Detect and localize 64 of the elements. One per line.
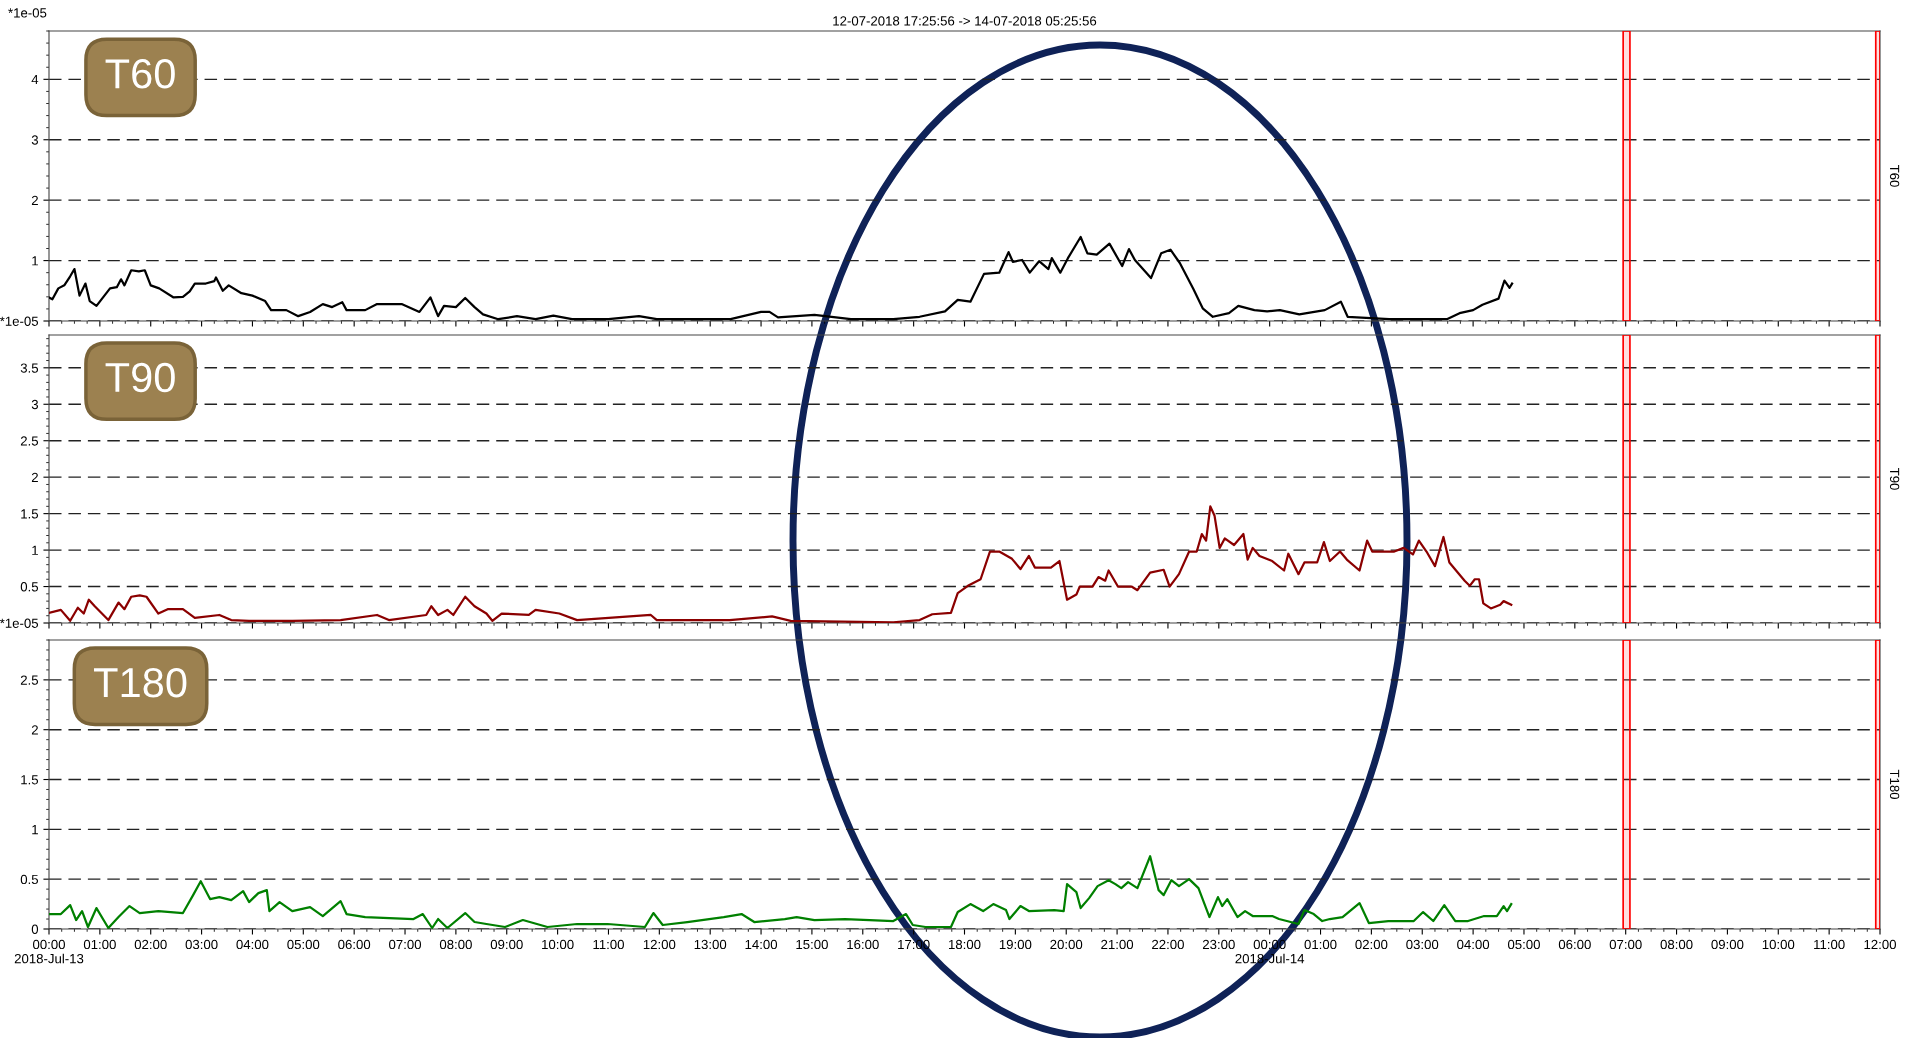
x-tick-label: 03:00 [1406,939,1439,950]
x-tick-label: 08:00 [1660,939,1693,950]
x-tick-label: 09:00 [490,939,523,950]
x-tick-label: 02:00 [1355,939,1388,950]
line-series [49,235,1514,321]
y-tick-label: 2 [31,472,38,482]
x-tick-label: 08:00 [439,939,472,950]
x-tick-label: 19:00 [999,939,1032,950]
x-tick-label: 04:00 [236,939,269,950]
y-tick-label: 2 [31,195,38,205]
y2-axis-title: T180 [1889,769,1900,800]
y-tick-label: 3 [31,135,38,145]
y-tick-label: *1e-05 [0,618,39,628]
x-tick-label: 10:00 [1762,939,1795,950]
y-tick-label: 0.5 [20,582,39,592]
x-tick-label: 21:00 [1101,939,1134,950]
y-tick-label: 1 [32,256,38,266]
annotation: T60 [105,59,175,89]
x-tick-label: 09:00 [1711,939,1744,950]
x-tick-label: 07:00 [1609,939,1642,950]
x-tick-label: 11:00 [1814,939,1845,950]
x-tick-label: 23:00 [1202,939,1235,950]
y-tick-label: *1e-05 [0,316,39,326]
x-tick-label: 14:00 [745,939,778,950]
x-tick-label: 18:00 [949,939,981,950]
y2-axis-title: T90 [1889,467,1900,490]
x-tick-label: 06:00 [1558,939,1591,950]
y2-axis-title: T60 [1889,164,1900,187]
y-tick-label: 2.5 [20,436,39,446]
annotation: T90 [105,362,175,393]
x-tick-label: 12:00 [643,939,676,950]
y-tick-label: 1 [32,545,38,555]
y-tick-label: 1 [32,825,38,835]
line-series [49,505,1513,623]
x-tick-label: 06:00 [338,939,371,950]
y-tick-label: 3 [31,399,38,410]
x-tick-label: 05:00 [1507,939,1540,950]
x-tick-label: 11:00 [593,939,624,950]
y-tick-label: 1.5 [21,775,39,785]
x-tick-label: 15:00 [796,939,828,950]
line-series [49,855,1513,929]
y-tick-label: 2 [31,725,38,735]
y-tick-label: 0.5 [20,874,39,885]
x-tick-label: 22:00 [1152,939,1184,950]
x-tick-label: 01:00 [1304,939,1337,950]
x-tick-label: 00:00 2018-Jul-13 [14,939,84,964]
x-tick-label: 05:00 [287,939,320,950]
x-tick-label: 07:00 [389,939,422,950]
x-tick-label: 10:00 [542,939,574,950]
y-tick-label: 1.5 [21,509,39,519]
x-tick-label: 16:00 [847,939,879,950]
x-tick-label: 02:00 [134,939,167,950]
x-tick-label: 04:00 [1457,939,1490,950]
x-tick-label: 12:00 [1864,939,1896,950]
x-tick-label: 20:00 [1050,939,1083,950]
y-tick-label: 2.5 [20,675,39,685]
x-tick-label: 13:00 [694,939,727,950]
x-tick-label: 03:00 [185,939,218,950]
annotation: T180 [94,667,187,698]
y-tick-label: 4 [31,75,39,85]
y-tick-label: 0 [31,924,39,934]
x-tick-label: 01:00 [83,939,116,950]
y-tick-label: 3.5 [20,363,39,373]
chart-title: 12-07-2018 17:25:56 -> 14-07-2018 05:25:56 [833,16,1097,26]
